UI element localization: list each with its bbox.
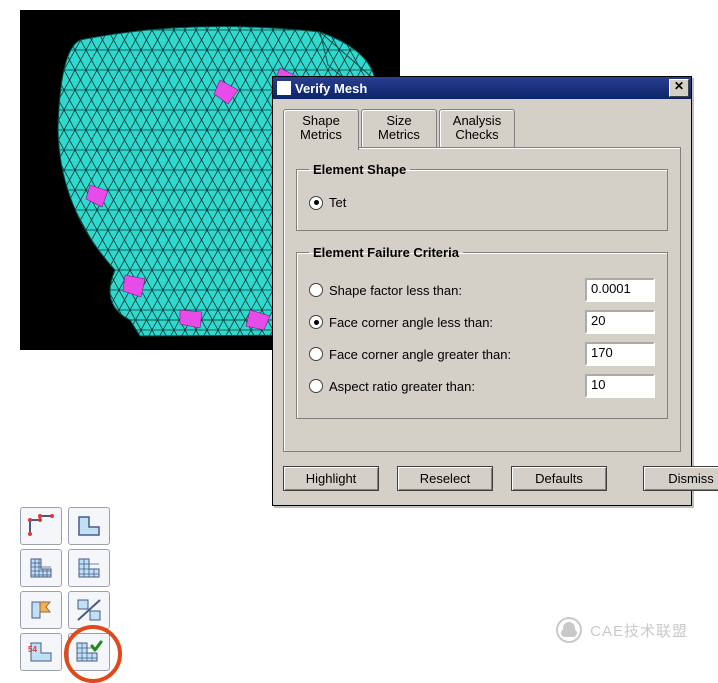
criteria-row-angle-gt: Face corner angle greater than: 170 xyxy=(309,342,655,366)
tab-strip: Shape Metrics Size Metrics Analysis Chec… xyxy=(283,109,681,148)
mesh-l-icon-b[interactable] xyxy=(68,549,110,587)
group-legend: Element Failure Criteria xyxy=(309,245,463,260)
highlight-button[interactable]: Highlight xyxy=(283,466,379,491)
svg-text:54: 54 xyxy=(28,645,37,654)
tab-label-line2: Checks xyxy=(455,127,498,142)
radio-angle-lt[interactable] xyxy=(309,315,323,329)
defaults-button[interactable]: Defaults xyxy=(511,466,607,491)
watermark-icon xyxy=(556,617,582,643)
criteria-row-angle-lt: Face corner angle less than: 20 xyxy=(309,310,655,334)
radio-label: Shape factor less than: xyxy=(329,283,462,298)
tab-panel: Element Shape Tet Element Failure Criter… xyxy=(283,147,681,452)
tab-label-line1: Shape xyxy=(302,113,340,128)
reselect-button[interactable]: Reselect xyxy=(397,466,493,491)
tab-size-metrics[interactable]: Size Metrics xyxy=(361,109,437,148)
diagonal-icon[interactable] xyxy=(68,591,110,629)
close-icon[interactable]: ✕ xyxy=(669,79,689,97)
radio-tet[interactable] xyxy=(309,196,323,210)
l-shape-icon[interactable] xyxy=(68,507,110,545)
criteria-row-aspect: Aspect ratio greater than: 10 xyxy=(309,374,655,398)
dismiss-button[interactable]: Dismiss xyxy=(643,466,718,491)
element-shape-group: Element Shape Tet xyxy=(296,162,668,231)
window-icon xyxy=(277,81,291,95)
mesh-l-icon-a[interactable] xyxy=(20,549,62,587)
window-title: Verify Mesh xyxy=(295,81,367,96)
angle-gt-field[interactable]: 170 xyxy=(585,342,655,366)
tab-label-line2: Metrics xyxy=(300,127,342,142)
mesh-toolbar: 54 xyxy=(20,507,120,671)
tab-shape-metrics[interactable]: Shape Metrics xyxy=(283,109,359,150)
watermark: CAE技术联盟 xyxy=(556,617,688,643)
verify-mesh-dialog: Verify Mesh ✕ Shape Metrics Size Metrics… xyxy=(272,76,692,506)
tab-label-line1: Analysis xyxy=(453,113,501,128)
radio-angle-gt[interactable] xyxy=(309,347,323,361)
failure-criteria-group: Element Failure Criteria Shape factor le… xyxy=(296,245,668,419)
button-row: Highlight Reselect Defaults Dismiss xyxy=(283,466,681,491)
angle-lt-field[interactable]: 20 xyxy=(585,310,655,334)
group-legend: Element Shape xyxy=(309,162,410,177)
verify-mesh-icon[interactable] xyxy=(68,633,110,671)
radio-aspect[interactable] xyxy=(309,379,323,393)
radio-row-tet: Tet xyxy=(309,195,655,210)
flag-icon[interactable] xyxy=(20,591,62,629)
edge-select-icon[interactable] xyxy=(20,507,62,545)
radio-label: Face corner angle less than: xyxy=(329,315,493,330)
shape-factor-field[interactable]: 0.0001 xyxy=(585,278,655,302)
titlebar[interactable]: Verify Mesh ✕ xyxy=(273,77,691,99)
radio-label: Tet xyxy=(329,195,346,210)
tab-label-line1: Size xyxy=(386,113,411,128)
radio-label: Aspect ratio greater than: xyxy=(329,379,475,394)
tab-label-line2: Metrics xyxy=(378,127,420,142)
grid-l-icon[interactable]: 54 xyxy=(20,633,62,671)
watermark-text: CAE技术联盟 xyxy=(590,620,688,641)
criteria-row-shape-factor: Shape factor less than: 0.0001 xyxy=(309,278,655,302)
radio-label: Face corner angle greater than: xyxy=(329,347,511,362)
aspect-field[interactable]: 10 xyxy=(585,374,655,398)
radio-shape-factor[interactable] xyxy=(309,283,323,297)
tab-analysis-checks[interactable]: Analysis Checks xyxy=(439,109,515,148)
